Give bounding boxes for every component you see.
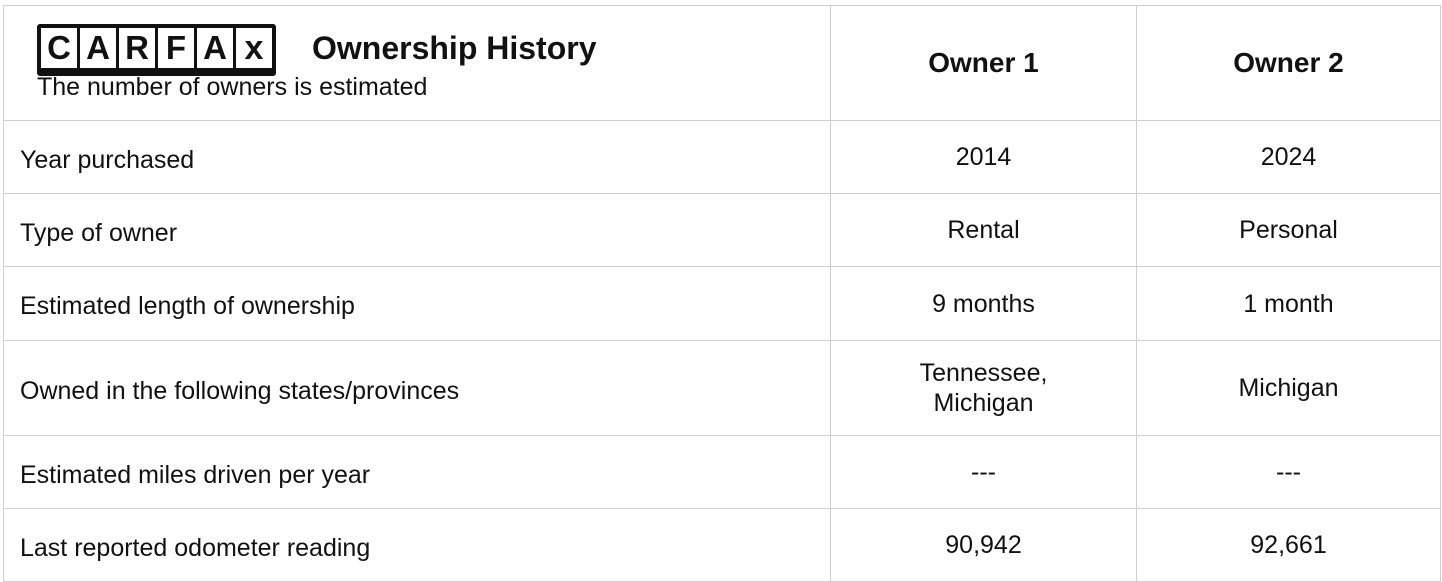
value-cell: ---: [1136, 435, 1441, 509]
value-cell: Michigan: [1136, 340, 1441, 436]
cell-value: ---: [1276, 458, 1301, 486]
value-cell: 9 months: [830, 266, 1137, 341]
cell-value: ---: [971, 458, 996, 486]
value-cell: 92,661: [1136, 508, 1441, 582]
owner-header: Owner 2: [1136, 5, 1441, 121]
value-cell: 2014: [830, 120, 1137, 194]
cell-value: 9 months: [932, 289, 1035, 318]
row-label: Type of owner: [3, 193, 831, 267]
title: Ownership History: [312, 30, 597, 66]
cell-value: Tennessee, Michigan: [919, 359, 1048, 417]
cell-value: Michigan: [1238, 374, 1339, 402]
cell-value: Rental: [947, 216, 1020, 244]
cell-value: 92,661: [1250, 531, 1327, 559]
value-cell: 2024: [1136, 120, 1441, 194]
logo-letter: A: [197, 28, 233, 68]
row-label: Owned in the following states/provinces: [3, 340, 831, 436]
cell-value: 1 month: [1243, 289, 1334, 318]
cell-value: 2024: [1260, 143, 1317, 171]
cell-value: Personal: [1239, 216, 1338, 244]
value-cell: Rental: [830, 193, 1137, 267]
table-row: Last reported odometer reading 90,942 92,6…: [3, 508, 1441, 582]
logo-letter: A: [80, 28, 116, 68]
value-cell: Personal: [1136, 193, 1441, 267]
logo-letter: F: [158, 28, 194, 68]
cell-value: 90,942: [945, 531, 1022, 559]
logo-letter: x: [236, 28, 272, 68]
subtitle: The number of owners is estimated: [37, 73, 428, 101]
row-label: Last reported odometer reading: [3, 508, 831, 582]
value-cell: 1 month: [1136, 266, 1441, 341]
logo-letter: R: [119, 28, 155, 68]
value-cell: ---: [830, 435, 1137, 509]
table-row: Owned in the following states/provinces T…: [3, 340, 1441, 436]
table-row: Estimated length of ownership 9 months 1 m…: [3, 266, 1441, 341]
owner-header: Owner 1: [830, 5, 1137, 121]
cell-value: 2014: [955, 143, 1012, 171]
table-row: Year purchased 2014 2024: [3, 120, 1441, 194]
table-row: Estimated miles driven per year --- ---: [3, 435, 1441, 509]
value-cell: Tennessee, Michigan: [830, 340, 1137, 436]
row-label: Estimated miles driven per year: [3, 435, 831, 509]
value-cell: 90,942: [830, 508, 1137, 582]
table-row: Type of owner Rental Personal: [3, 193, 1441, 267]
row-label: Estimated length of ownership: [3, 266, 831, 341]
logo-letter: C: [41, 28, 77, 68]
row-label: Year purchased: [3, 120, 831, 194]
